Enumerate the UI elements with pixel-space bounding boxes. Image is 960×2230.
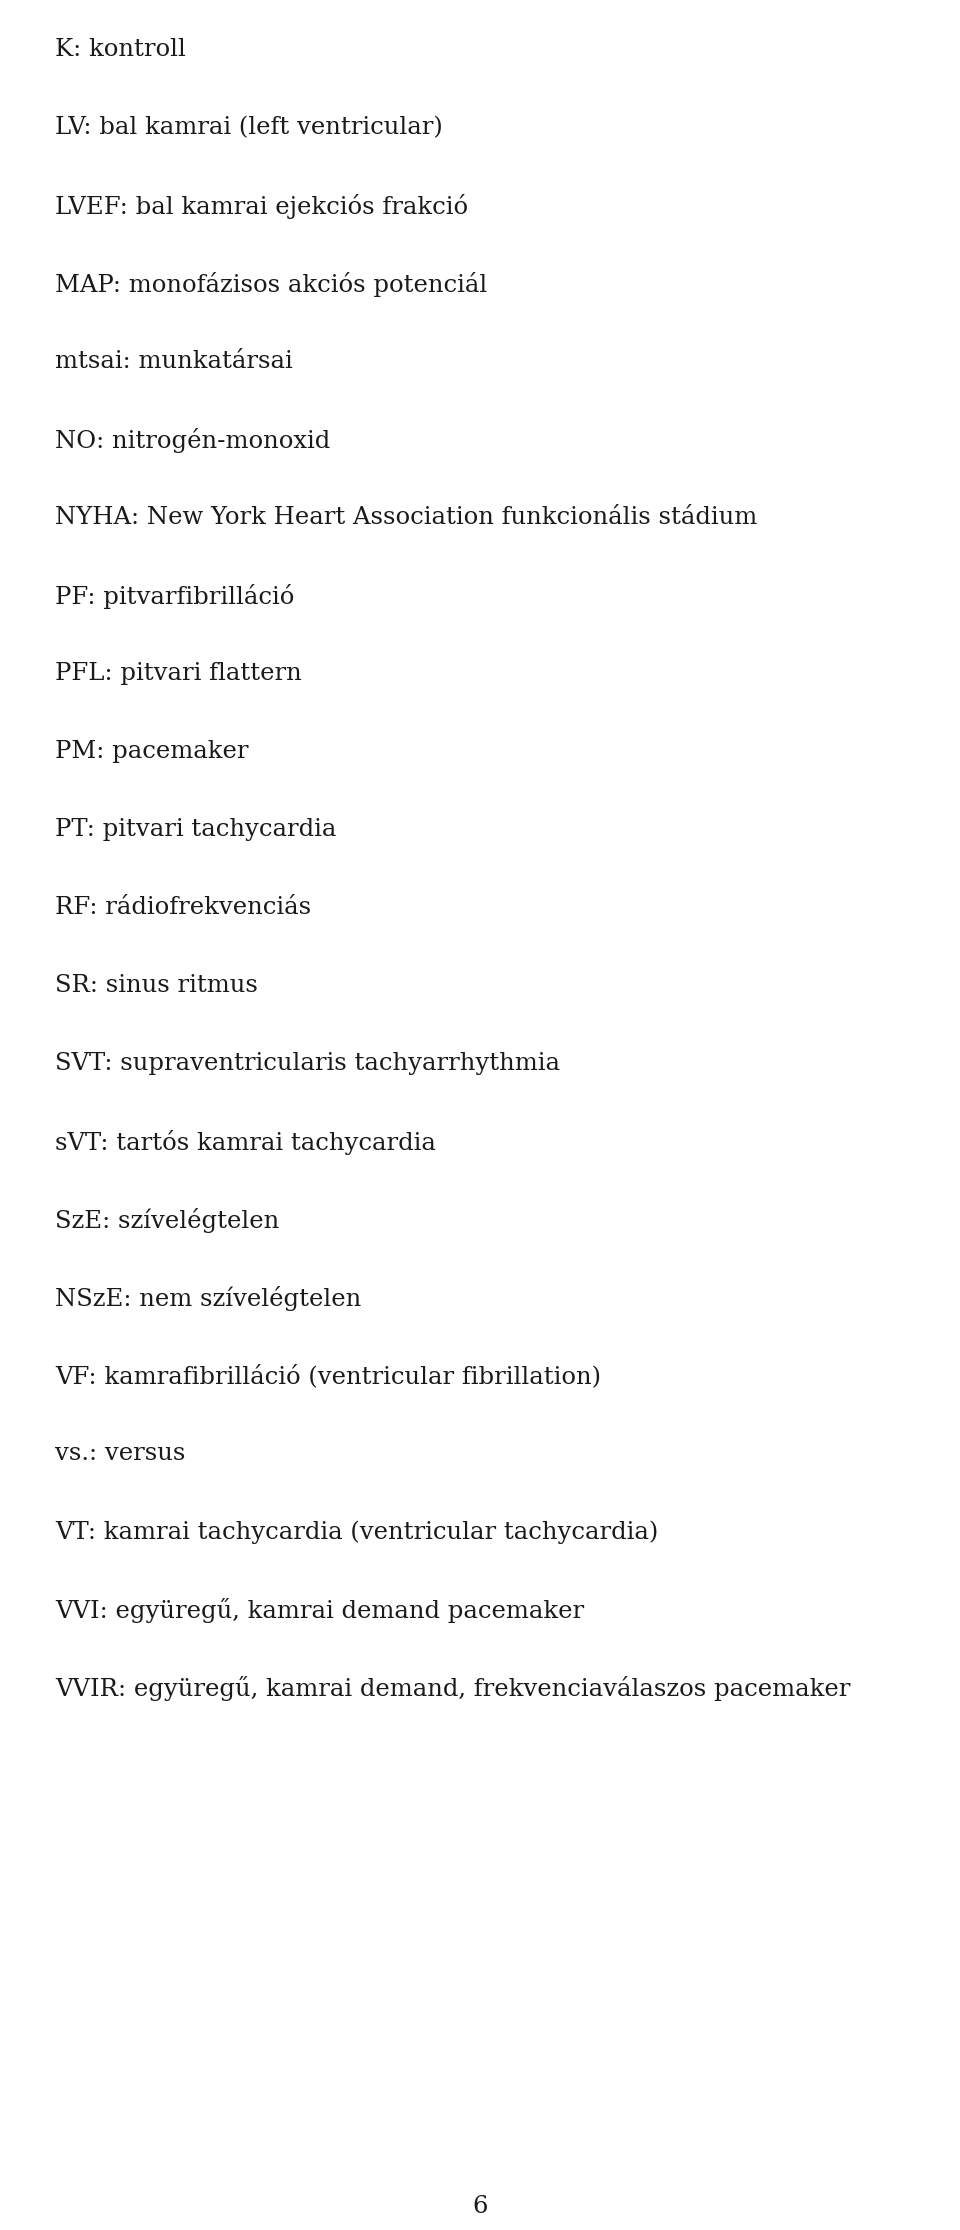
Text: PF: pitvarfibrilláció: PF: pitvarfibrilláció <box>55 584 295 609</box>
Text: LVEF: bal kamrai ejekciós frakció: LVEF: bal kamrai ejekciós frakció <box>55 194 468 219</box>
Text: VT: kamrai tachycardia (ventricular tachycardia): VT: kamrai tachycardia (ventricular tach… <box>55 1521 659 1543</box>
Text: VF: kamrafibrilláció (ventricular fibrillation): VF: kamrafibrilláció (ventricular fibril… <box>55 1365 601 1387</box>
Text: MAP: monofázisos akciós potenciál: MAP: monofázisos akciós potenciál <box>55 272 488 297</box>
Text: NSzE: nem szívelégtelen: NSzE: nem szívelégtelen <box>55 1287 361 1311</box>
Text: RF: rádiofrekvenciás: RF: rádiofrekvenciás <box>55 896 311 919</box>
Text: mtsai: munkatársai: mtsai: munkatársai <box>55 350 293 372</box>
Text: NO: nitrogén-monoxid: NO: nitrogén-monoxid <box>55 428 330 453</box>
Text: SVT: supraventricularis tachyarrhythmia: SVT: supraventricularis tachyarrhythmia <box>55 1053 560 1075</box>
Text: K: kontroll: K: kontroll <box>55 38 186 60</box>
Text: PT: pitvari tachycardia: PT: pitvari tachycardia <box>55 818 336 841</box>
Text: LV: bal kamrai (left ventricular): LV: bal kamrai (left ventricular) <box>55 116 443 138</box>
Text: SR: sinus ritmus: SR: sinus ritmus <box>55 975 258 997</box>
Text: SzE: szívelégtelen: SzE: szívelégtelen <box>55 1209 279 1233</box>
Text: vs.: versus: vs.: versus <box>55 1443 185 1465</box>
Text: VVI: együregű, kamrai demand pacemaker: VVI: együregű, kamrai demand pacemaker <box>55 1599 584 1623</box>
Text: PFL: pitvari flattern: PFL: pitvari flattern <box>55 662 301 685</box>
Text: NYHA: New York Heart Association funkcionális stádium: NYHA: New York Heart Association funkcio… <box>55 506 757 529</box>
Text: 6: 6 <box>472 2194 488 2219</box>
Text: sVT: tartós kamrai tachycardia: sVT: tartós kamrai tachycardia <box>55 1131 436 1155</box>
Text: PM: pacemaker: PM: pacemaker <box>55 740 249 763</box>
Text: VVIR: együregű, kamrai demand, frekvenciaválaszos pacemaker: VVIR: együregű, kamrai demand, frekvenci… <box>55 1677 851 1701</box>
